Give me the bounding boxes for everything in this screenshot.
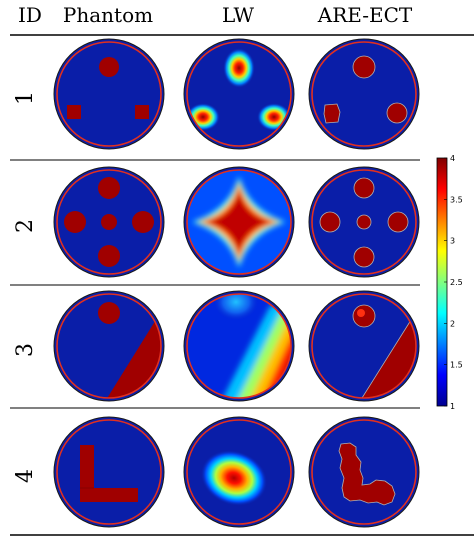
colorbar-tick-label: 1.5 — [450, 361, 463, 370]
colorbar-tick-label: 2.5 — [450, 278, 463, 287]
row-id-3: 3 — [13, 343, 38, 357]
lw-4 — [183, 416, 295, 528]
colorbar-ticks: 4 3.5 3 2.5 2 1.5 1 — [444, 154, 463, 411]
colorbar-tick-label: 4 — [450, 154, 455, 163]
phantom-2 — [53, 166, 165, 278]
colorbar-tick-label: 1 — [450, 402, 455, 411]
lw-2 — [183, 166, 295, 278]
are-ect-1 — [308, 38, 420, 150]
row-id-4: 4 — [13, 469, 38, 483]
are-ect-4 — [308, 416, 420, 528]
row-id-2: 2 — [13, 219, 38, 233]
are-ect-2 — [308, 166, 420, 278]
lw-1 — [183, 38, 295, 150]
header-lw: LW — [222, 3, 255, 27]
colorbar-tick-label: 3 — [450, 237, 455, 246]
phantom-4 — [53, 416, 165, 528]
header-phantom: Phantom — [63, 3, 153, 27]
colorbar-tick-label: 3.5 — [450, 195, 463, 204]
header-id: ID — [18, 3, 42, 27]
phantom-3 — [53, 290, 165, 402]
row-id-1: 1 — [13, 91, 38, 105]
colorbar-tick-label: 2 — [450, 319, 455, 328]
header-are-ect: ARE-ECT — [317, 3, 413, 27]
phantom-1 — [53, 38, 165, 150]
are-ect-3 — [308, 290, 420, 402]
colorbar: 4 3.5 3 2.5 2 1.5 1 — [436, 154, 463, 411]
lw-3 — [183, 290, 295, 402]
